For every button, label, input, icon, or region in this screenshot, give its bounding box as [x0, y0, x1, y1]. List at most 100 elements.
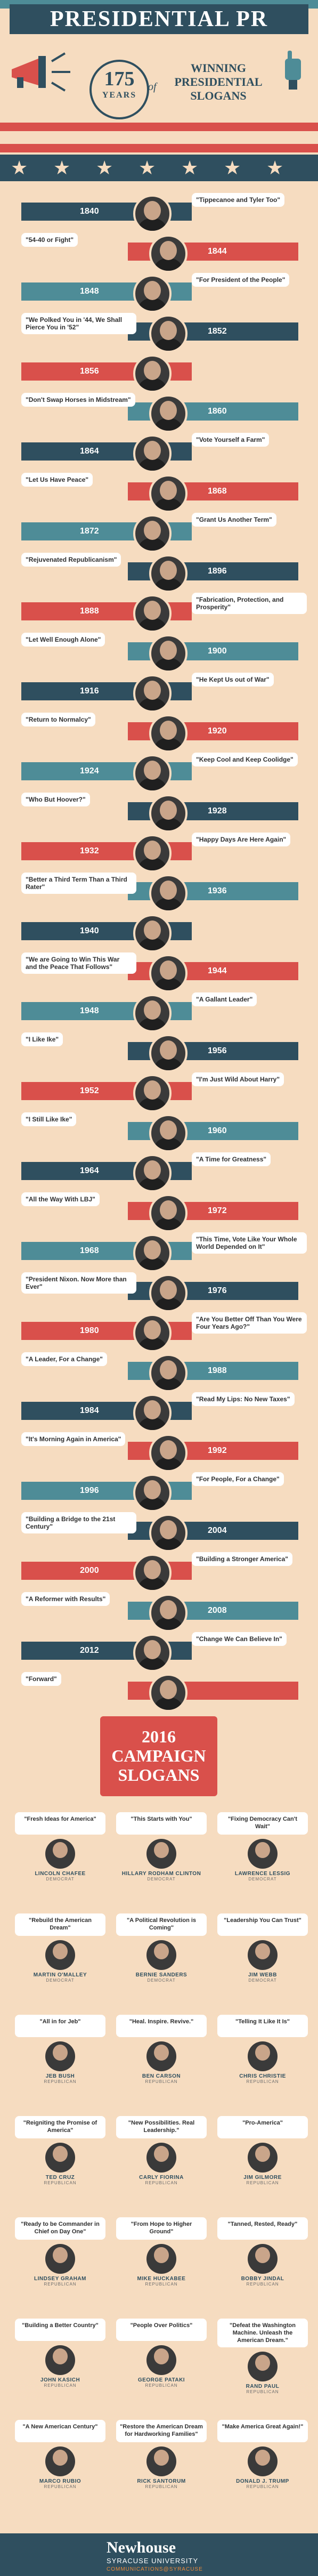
timeline-year: 1952 [80, 1086, 99, 1095]
candidate-slogan: "Pro-America" [217, 2116, 308, 2138]
slogan-bubble: "Read My Lips: No New Taxes" [192, 1392, 295, 1406]
president-portrait [149, 1034, 187, 1072]
candidate-card: "All in for Jeb" JEB BUSH REPUBLICAN [15, 2015, 105, 2084]
candidate-slogan: "A Political Revolution is Coming" [116, 1913, 207, 1936]
footer-program: COMMUNICATIONS@SYRACUSE [107, 2566, 203, 2572]
candidate-portrait [45, 2446, 75, 2476]
star-icon: ★ [11, 157, 28, 179]
candidate-name: BOBBY JINDAL [241, 2276, 284, 2282]
candidate-name: DONALD J. TRUMP [236, 2478, 289, 2484]
star-icon: ★ [138, 157, 156, 179]
president-portrait [149, 1594, 187, 1632]
timeline-year: 1924 [80, 766, 99, 776]
timeline-year: 1940 [80, 926, 99, 935]
candidate-slogan: "Fresh Ideas for America" [15, 1812, 105, 1835]
president-portrait [133, 994, 172, 1032]
president-portrait [133, 1234, 172, 1272]
president-portrait [149, 714, 187, 753]
timeline-year: 1944 [208, 966, 227, 975]
candidate-name: CARLY FIORINA [139, 2175, 184, 2181]
timeline-year: 1988 [208, 1366, 227, 1375]
candidate-portrait [248, 1940, 278, 1970]
star-icon: ★ [224, 157, 241, 179]
candidate-card: "Building a Better Country" JOHN KASICH RE… [15, 2319, 105, 2388]
candidate-name: MARCO RUBIO [39, 2478, 81, 2484]
candidate-portrait [248, 2041, 278, 2071]
timeline-year: 1916 [80, 687, 99, 696]
timeline-year: 1872 [80, 527, 99, 536]
page-title: PRESIDENTIAL PR [10, 4, 308, 34]
candidate-name: MIKE HUCKABEE [137, 2276, 186, 2282]
president-portrait [133, 1394, 172, 1432]
timeline-year: 1980 [80, 1326, 99, 1335]
timeline-year: 1992 [208, 1446, 227, 1455]
president-portrait [149, 874, 187, 912]
star-icon: ★ [266, 157, 284, 179]
candidate-card: "This Starts with You" HILLARY RODHAM CLI… [116, 1812, 207, 1881]
candidate-party: DEMOCRAT [46, 1877, 75, 1881]
header: PRESIDENTIAL PR 175 YEARS of WINNING PRE… [0, 0, 318, 181]
slogan-bubble: "A Reformer with Results" [21, 1592, 110, 1606]
president-portrait [149, 634, 187, 673]
timeline-year: 1896 [208, 567, 227, 576]
slogan-bubble: "This Time, Vote Like Your Whole World D… [192, 1232, 307, 1254]
president-portrait [133, 1634, 172, 1672]
candidate-card: "New Possibilities. Real Leadership." CAR… [116, 2116, 207, 2185]
subtitle-line3: SLOGANS [190, 89, 247, 102]
candidate-slogan: "Reigniting the Promise of America" [15, 2116, 105, 2138]
candidate-party: REPUBLICAN [44, 2079, 77, 2084]
slogan-bubble: "Building a Bridge to the 21st Century" [21, 1512, 136, 1533]
slogan-bubble: "We are Going to Win This War and the Pe… [21, 952, 136, 974]
candidate-party: REPUBLICAN [145, 2383, 178, 2388]
slogan-bubble: "Better a Third Term Than a Third Rater" [21, 873, 136, 894]
candidate-name: RAND PAUL [246, 2384, 280, 2389]
president-portrait [133, 674, 172, 713]
slogan-bubble: "He Kept Us out of War" [192, 673, 274, 687]
star-icon: ★ [96, 157, 113, 179]
president-portrait [133, 1154, 172, 1192]
candidate-portrait [146, 1839, 176, 1869]
slogan-bubble: "All the Way With LBJ" [21, 1192, 100, 1206]
candidate-portrait [248, 2244, 278, 2274]
candidate-portrait [45, 2041, 75, 2071]
candidate-slogan: "Tanned, Rested, Ready" [217, 2217, 308, 2240]
candidate-portrait [248, 2446, 278, 2476]
timeline-year: 1900 [208, 647, 227, 656]
candidate-slogan: "Ready to be Commander in Chief on Day O… [15, 2217, 105, 2240]
president-portrait [133, 834, 172, 873]
star-icon: ★ [53, 157, 71, 179]
candidate-portrait [146, 2446, 176, 2476]
candidate-card: "Tanned, Rested, Ready" BOBBY JINDAL REPUB… [217, 2217, 308, 2287]
timeline-year: 2008 [208, 1606, 227, 1615]
slogan-bubble: "A Time for Greatness" [192, 1152, 271, 1166]
slogan-bubble: "Tippecanoe and Tyler Too" [192, 193, 285, 207]
slogan-bubble: "Are You Better Off Than You Were Four Y… [192, 1312, 307, 1334]
campaign-2016-section: 2016 CAMPAIGN SLOGANS "Fresh Ideas for A… [0, 1716, 318, 2532]
timeline-year: 1864 [80, 447, 99, 456]
candidate-party: REPUBLICAN [145, 2079, 178, 2084]
president-portrait [133, 914, 172, 952]
slogan-bubble: "54-40 or Fight" [21, 233, 78, 247]
candidate-portrait [45, 2244, 75, 2274]
candidate-card: "A Political Revolution is Coming" BERNIE… [116, 1913, 207, 1983]
candidate-party: REPUBLICAN [246, 2282, 279, 2287]
candidate-name: RICK SANTORUM [137, 2478, 186, 2484]
years-badge: 175 YEARS [89, 60, 149, 119]
president-portrait [133, 594, 172, 633]
footer-university: SYRACUSE UNIVERSITY [107, 2557, 199, 2565]
candidate-slogan: "Building a Better Country" [15, 2319, 105, 2341]
candidate-card: "Leadership You Can Trust" JIM WEBB DEMOCR… [217, 1913, 308, 1983]
candidate-card: "Telling It Like It Is" CHRIS CHRISTIE REP… [217, 2015, 308, 2084]
slogan-bubble: "A Leader, For a Change" [21, 1352, 107, 1366]
candidate-name: GEORGE PATAKI [137, 2377, 185, 2383]
candidate-portrait [45, 2345, 75, 2375]
president-portrait [149, 1354, 187, 1392]
timeline-year: 1960 [208, 1126, 227, 1135]
hand-icon [277, 48, 309, 91]
candidate-portrait [248, 2143, 278, 2173]
slogan-bubble: "Change We Can Believe In" [192, 1632, 287, 1646]
candidate-party: DEMOCRAT [147, 1978, 176, 1983]
slogan-bubble: "Keep Cool and Keep Coolidge" [192, 753, 298, 766]
candidate-name: LINDSEY GRAHAM [34, 2276, 86, 2282]
timeline-year: 1948 [80, 1006, 99, 1015]
